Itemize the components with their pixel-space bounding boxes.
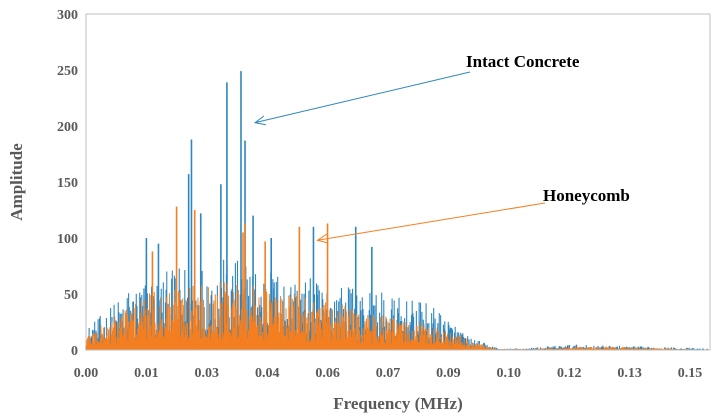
x-axis-title: Frequency (MHz): [333, 394, 463, 413]
x-tick-label: 0.00: [74, 366, 99, 381]
y-tick-label: 300: [57, 8, 78, 23]
x-tick-label: 0.09: [436, 366, 461, 381]
x-tick-label: 0.13: [617, 366, 642, 381]
y-tick-label: 100: [57, 232, 78, 247]
y-axis-title: Amplitude: [7, 143, 26, 221]
x-tick-label: 0.15: [678, 366, 703, 381]
x-axis-ticks: 0.00 0.01 0.03 0.04 0.06 0.07 0.09 0.10 0.12 0.13…: [74, 366, 703, 381]
y-tick-label: 250: [57, 64, 78, 79]
annotation-arrow-line: [254, 71, 471, 124]
series-honeycomb: [85, 206, 702, 350]
x-tick-label: 0.07: [376, 366, 401, 381]
annotation-arrow-head: [253, 115, 266, 126]
series-layer: [85, 71, 710, 350]
annotation-arrow-line: [317, 202, 546, 241]
y-tick-label: 200: [57, 120, 78, 135]
y-axis-ticks: 0 50 100 150 200 250 300: [57, 8, 78, 359]
x-tick-label: 0.03: [195, 366, 220, 381]
x-tick-label: 0.06: [315, 366, 340, 381]
annotation-label: Intact Concrete: [466, 52, 580, 71]
x-tick-label: 0.04: [255, 366, 280, 381]
y-tick-label: 0: [71, 344, 78, 359]
x-tick-label: 0.10: [497, 366, 522, 381]
x-tick-label: 0.01: [134, 366, 159, 381]
annotation-arrow-head: [316, 233, 329, 244]
plot-area: [85, 13, 711, 351]
annotation-layer: Intact Concrete Honeycomb: [253, 52, 630, 244]
x-tick-label: 0.12: [557, 366, 582, 381]
y-tick-label: 50: [64, 288, 78, 303]
y-tick-label: 150: [57, 176, 78, 191]
annotation-label: Honeycomb: [543, 186, 630, 205]
